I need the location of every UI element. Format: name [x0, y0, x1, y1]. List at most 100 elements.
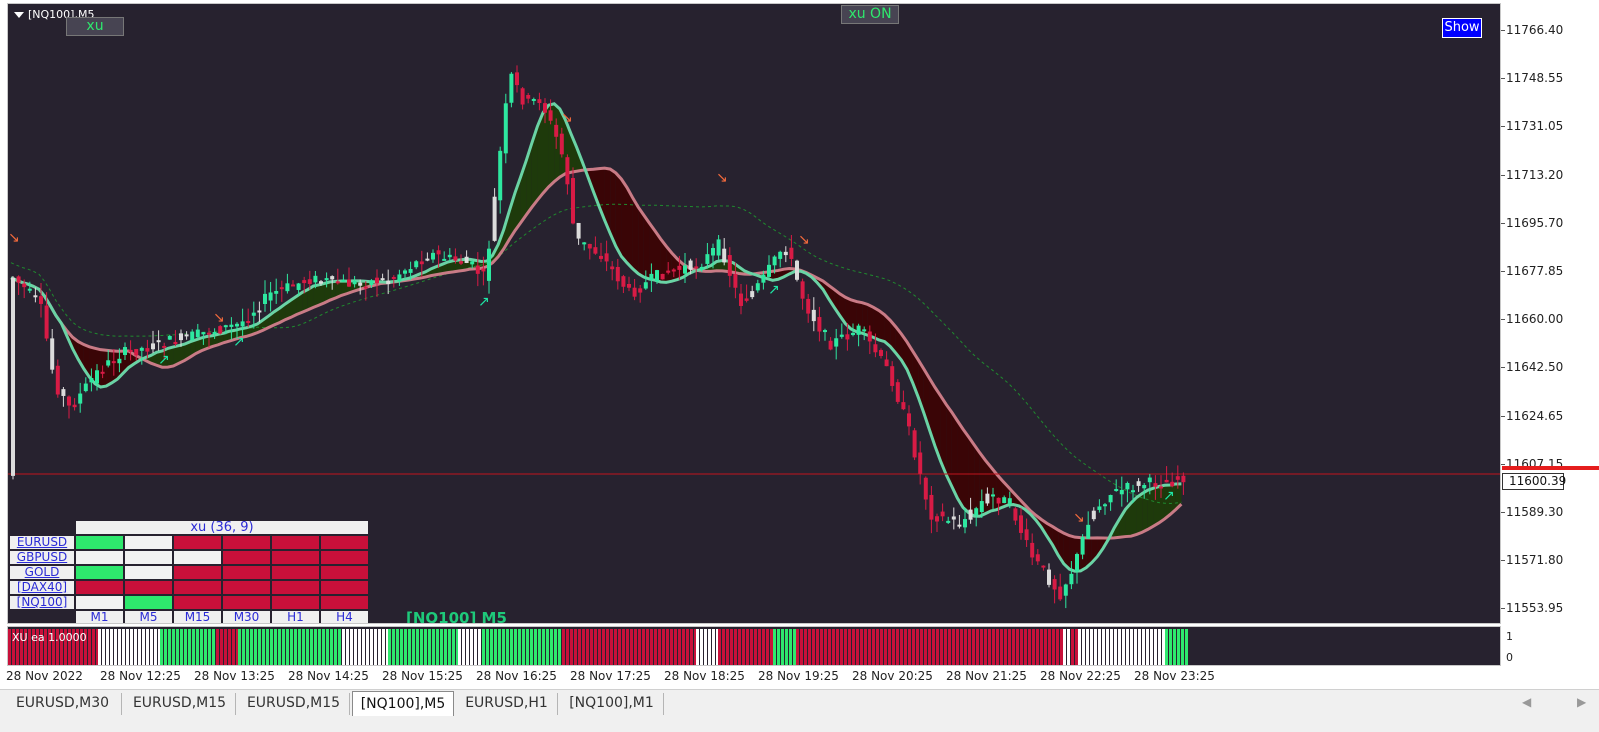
candle-body [1013, 508, 1018, 521]
mtf-symbol-link[interactable]: GOLD [10, 566, 74, 579]
histogram-bar [884, 629, 887, 665]
histogram-bar [1044, 629, 1047, 665]
histogram-bar [362, 629, 365, 665]
mtf-signal-cell [223, 581, 270, 594]
histogram-bar [48, 629, 51, 665]
histogram-bar [102, 629, 105, 665]
price-tick-label: 11642.50 [1500, 360, 1564, 375]
candle-body [184, 334, 189, 337]
histogram-bar [526, 629, 529, 665]
tab-scroll-left-icon[interactable]: ◀ [1522, 695, 1532, 709]
chart-tab[interactable]: EURUSD,M15 [124, 693, 236, 715]
mtf-symbol-link[interactable]: GBPUSD [10, 551, 74, 564]
mtf-row: [DAX40] [10, 581, 370, 594]
histogram-bar [184, 629, 187, 665]
mtf-timeframe-row: M1 M5 M15 M30 H1 H4 [76, 611, 370, 623]
candle-body [61, 389, 66, 396]
histogram-bar [734, 629, 737, 665]
time-tick-label: 28 Nov 21:25 [946, 669, 1027, 683]
ma-cloud-segment [593, 168, 599, 207]
main-chart[interactable]: ↗ ↗ ↗ ↗ ↗ ↘ ↘ ↘ ↘ ↘ ↘ [NQ100],M5 xu xu ON Show xu … [7, 3, 1501, 624]
candle-body [235, 323, 239, 327]
chart-tab[interactable]: [NQ100],M5 [352, 691, 454, 716]
candle-body [767, 264, 771, 277]
histogram-bar [848, 629, 851, 665]
chart-tab[interactable]: EURUSD,H1 [456, 693, 558, 715]
histogram-bar [618, 629, 621, 665]
candle-body [509, 73, 514, 103]
candle-body [996, 497, 1001, 504]
mtf-symbol-link[interactable]: EURUSD [10, 536, 74, 549]
candle-body [111, 361, 116, 364]
candle-body [733, 274, 738, 288]
chart-menu-icon[interactable] [14, 11, 24, 18]
histogram-bar [452, 629, 455, 665]
tab-scroll-right-icon[interactable]: ▶ [1577, 695, 1587, 709]
moving-average-line [10, 166, 1183, 540]
histogram-bar [1032, 629, 1035, 665]
chart-tab[interactable]: EURUSD,M15 [238, 693, 350, 715]
histogram-bar [980, 629, 983, 665]
xu-button[interactable]: xu [66, 17, 124, 36]
histogram-bar [502, 629, 505, 665]
histogram-bar [832, 629, 835, 665]
candle-body [391, 276, 396, 279]
ma-cloud-segment [335, 281, 342, 298]
candle-body [27, 288, 32, 291]
histogram-bar [864, 629, 867, 665]
histogram-bar [670, 629, 673, 665]
histogram-bar [1063, 629, 1066, 665]
histogram-bar [522, 629, 525, 665]
candle-body [369, 280, 374, 286]
chart-tab[interactable]: EURUSD,M30 [4, 693, 122, 715]
histogram-bar [200, 629, 203, 665]
histogram-bar [68, 629, 71, 665]
mtf-symbol-link[interactable]: [DAX40] [10, 581, 74, 594]
candle-body [302, 280, 307, 284]
histogram-bar [658, 629, 661, 665]
ma-cloud-segment [1153, 486, 1159, 527]
candle-body [352, 280, 357, 285]
histogram-bar [122, 629, 125, 665]
mtf-signal-cell [125, 551, 172, 564]
histogram-bar [1181, 629, 1184, 665]
xu-on-button[interactable]: xu ON [841, 5, 899, 24]
candle-body [1075, 554, 1079, 572]
candle-body [459, 261, 463, 264]
price-tick-label: 11624.65 [1500, 408, 1564, 423]
histogram-bar [134, 629, 137, 665]
histogram-bar [872, 629, 875, 665]
histogram-bar [28, 629, 31, 665]
histogram-bar [294, 629, 297, 665]
indicator-subwindow[interactable]: XU ea 1.0000 [7, 626, 1501, 666]
mtf-signal-cell [76, 581, 123, 594]
candle-body [134, 349, 139, 356]
ma-cloud-segment [571, 133, 577, 173]
candle-body [778, 251, 783, 259]
histogram-bar [674, 629, 677, 665]
histogram-bar [408, 629, 411, 665]
histogram-bar [188, 629, 191, 665]
candle-body [918, 452, 923, 474]
ma-cloud-segment [330, 281, 336, 301]
histogram-bar [440, 629, 443, 665]
histogram-bar [436, 629, 439, 665]
moving-average-line [10, 203, 1182, 504]
candle-body [347, 279, 351, 287]
histogram-bar [558, 629, 561, 665]
show-button[interactable]: Show [1442, 18, 1482, 38]
histogram-bar [138, 629, 141, 665]
candle-body [39, 296, 43, 304]
histogram-bar [860, 629, 863, 665]
candle-body [711, 247, 715, 256]
histogram-bar [722, 629, 725, 665]
chart-tab[interactable]: [NQ100],M1 [560, 693, 664, 715]
candle-body [442, 258, 447, 261]
mtf-symbol-link[interactable]: [NQ100] [10, 596, 74, 609]
candle-body [291, 284, 295, 287]
sell-arrow-icon: ↘ [798, 232, 810, 248]
ma-cloud-segment [722, 260, 728, 272]
candle-body [167, 335, 172, 340]
histogram-bar [566, 629, 569, 665]
time-tick-label: 28 Nov 22:25 [1040, 669, 1121, 683]
